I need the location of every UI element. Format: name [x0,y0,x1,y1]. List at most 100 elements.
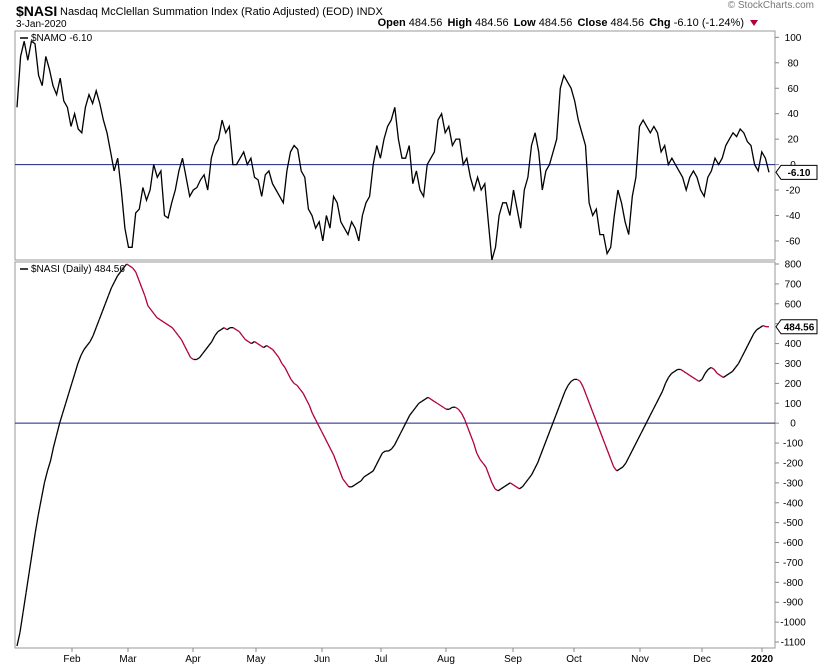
chart-date: 3-Jan-2020 [16,19,67,30]
nasi-series-segment [409,410,414,416]
change-value: -6.10 (-1.24%) [673,17,744,29]
nasi-series-segment [180,339,186,346]
nasi-series-segment [296,384,301,390]
nasi-series-segment [421,398,426,402]
nasi-series-segment [540,446,545,456]
nasi-series-segment [613,466,618,472]
nasi-series-segment [238,331,243,337]
nasi-series-segment [655,397,660,404]
nasi-series-segment [396,432,402,440]
open-value: 484.56 [408,17,443,29]
nasi-series-segment [174,331,179,337]
nasi-series-segment [668,373,673,378]
nasi-series-segment [692,376,697,380]
nasi-series-segment [524,478,529,484]
nasi-series-segment [113,275,119,283]
nasi-series-segment [65,393,70,404]
close-label: Close [577,17,608,29]
last-value-label: -6.10 [788,168,811,179]
low-label: Low [513,17,536,29]
nasi-series-segment [482,462,487,468]
nasi-series-segment [199,353,204,358]
nasi-series-segment [619,466,624,470]
nasi-series-segment [640,426,645,434]
nasi-series-segment [375,458,380,466]
nasi-series-segment [372,464,377,472]
y-tick-label: -1100 [781,638,806,649]
nasi-series-segment [336,462,341,472]
nasi-series-segment [731,367,737,372]
nasi-series-segment [98,311,103,320]
nasi-series-segment [710,366,715,370]
nasi-series-segment [466,426,472,436]
nasi-series-segment [473,442,478,454]
nasi-series-segment [652,402,657,410]
nasi-series-segment [747,339,752,346]
nasi-series-segment [597,426,603,436]
nasi-series-segment [378,452,383,460]
y-tick-label: 300 [785,359,802,370]
nasi-series-segment [257,343,261,347]
nasi-series-segment [631,444,636,452]
nasi-series-segment [707,366,712,370]
legend-label: $NASI (Daily) 484.56 [31,264,125,275]
nasi-series-segment [530,468,536,476]
nasi-series-segment [610,458,615,468]
nasi-series-segment [558,399,563,408]
nasi-series-segment [400,426,405,434]
y-tick-label: 200 [785,379,802,390]
y-tick-label: -300 [783,478,803,489]
nasi-series-segment [366,472,371,476]
nasi-series-segment [119,267,125,273]
nasi-series-segment [503,484,508,488]
nasi-series-segment [104,295,109,305]
y-tick-label: -800 [783,578,803,589]
nasi-series-segment [567,380,572,386]
nasi-series-segment [680,368,685,372]
panel-frame [14,30,776,261]
nasi-series-segment [497,488,502,492]
y-tick-label: -40 [786,211,801,222]
nasi-series-segment [156,317,161,321]
y-tick-label: 60 [787,84,799,95]
nasi-series-segment [500,486,505,490]
nasi-series-segment [339,470,344,480]
nasi-series-segment [293,382,298,386]
nasi-series-segment [135,271,140,281]
nasi-series-segment [40,482,46,499]
nasi-series-segment [722,374,727,378]
nasi-series-segment [622,462,627,468]
x-tick-label: Oct [566,654,582,665]
nasi-series-segment [716,372,721,376]
close-value: 484.56 [610,17,645,29]
nasi-series-segment [34,514,39,533]
nasi-series-segment [634,438,639,446]
symbol-description: Nasdaq McClellan Summation Index (Ratio … [60,6,383,18]
nasi-series-segment [527,474,533,480]
nasi-series-segment [494,488,499,492]
nasi-series-segment [323,436,329,444]
nasi-series-segment [683,370,688,374]
x-tick-label: Dec [693,654,711,665]
nasi-series-segment [89,335,94,342]
nasi-series-segment [272,349,277,354]
change-label: Chg [649,17,671,29]
y-tick-label: 100 [785,399,802,410]
y-tick-label: -700 [783,558,803,569]
nasi-series-segment [537,454,542,464]
nasi-series-segment [25,572,30,593]
description-text: Nasdaq McClellan Summation Index (Ratio … [60,6,354,18]
nasi-series-segment [278,357,283,364]
nasi-series-segment [713,369,718,374]
nasi-series-segment [506,482,511,486]
nasi-series-segment [576,378,581,382]
y-tick-label: -1000 [780,618,806,629]
nasi-series-segment [470,434,475,444]
y-tick-label: -200 [783,458,803,469]
high-label: High [447,17,472,29]
y-tick-label: 400 [785,339,802,350]
nasi-series-segment [424,396,429,400]
nasi-series-segment [123,263,128,269]
nasi-series-segment [594,418,600,428]
